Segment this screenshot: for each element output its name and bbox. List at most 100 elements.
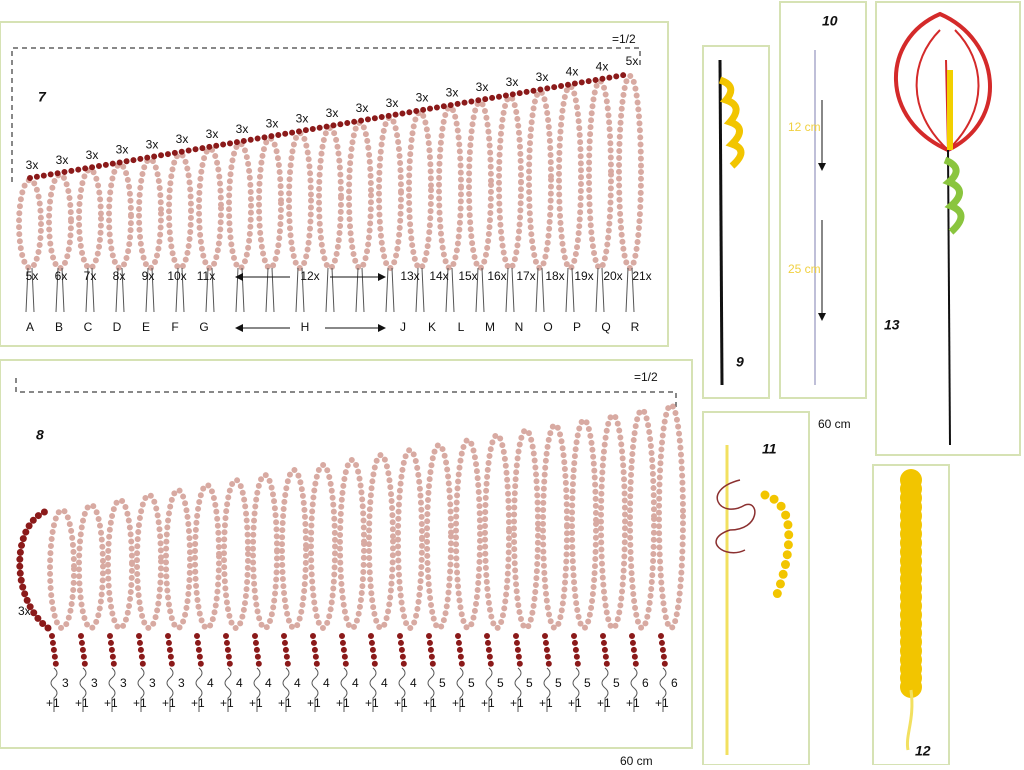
bead-loop — [47, 507, 77, 631]
wire-extra: +1 — [220, 696, 234, 710]
wire — [145, 267, 149, 313]
panel-11 — [702, 411, 810, 766]
dark-beads — [542, 633, 552, 668]
bottom-count: 20x — [603, 269, 622, 283]
wire-twist — [601, 667, 609, 712]
bottom-count: 12x — [300, 269, 319, 283]
dark-beads — [223, 633, 233, 668]
wire-extra: +1 — [423, 696, 437, 710]
wire-count: 5 — [497, 676, 504, 690]
wire — [355, 267, 359, 313]
bottom-count: 10x — [167, 269, 186, 283]
loop-letter: F — [171, 320, 178, 334]
bead-loop — [511, 427, 541, 631]
loop-count: 3x — [536, 70, 549, 84]
wire-count: 4 — [410, 676, 417, 690]
loop-count: 3x — [476, 80, 489, 94]
loop-letter: H — [301, 320, 310, 334]
dark-beads — [339, 633, 349, 668]
ribbon — [718, 76, 745, 169]
petal — [894, 11, 992, 153]
bead-loop — [406, 109, 434, 271]
length-label: 60 cm — [620, 754, 653, 765]
wire-extra: +1 — [133, 696, 147, 710]
wire — [451, 267, 455, 313]
dark-beads — [426, 633, 436, 668]
bottom-count: 14x — [429, 269, 448, 283]
wire-count: 4 — [236, 676, 243, 690]
bottom-count: 11x — [197, 269, 215, 283]
wire — [391, 267, 395, 313]
dark-beads — [513, 633, 523, 668]
bead-loop — [453, 437, 483, 631]
loop-letter: G — [199, 320, 208, 334]
wire-count: 6 — [671, 676, 678, 690]
wire — [265, 267, 269, 313]
wire-count: 5 — [584, 676, 591, 690]
wire-twist — [311, 667, 319, 712]
wire-count: 5 — [526, 676, 533, 690]
bead-loop — [221, 477, 251, 631]
wire — [505, 267, 509, 313]
bead-loop — [76, 166, 104, 272]
panel-10 — [779, 1, 867, 399]
wire-count: 4 — [294, 676, 301, 690]
wire-extra: +1 — [162, 696, 176, 710]
loop-count: 3x — [386, 96, 399, 110]
dark-beads — [165, 633, 175, 668]
bottom-count: 5x — [26, 269, 39, 283]
wire — [121, 267, 125, 313]
loop-letter: K — [428, 320, 436, 334]
dark-beads — [368, 633, 378, 668]
wire-twist — [398, 667, 406, 712]
bead-loop — [279, 467, 309, 631]
wire-count: 4 — [381, 676, 388, 690]
dark-beads — [600, 633, 610, 668]
wire — [151, 267, 155, 313]
wire — [205, 267, 209, 313]
loop-letter: O — [543, 320, 552, 334]
wire-count: 3 — [120, 676, 127, 690]
loop-count: 3x — [266, 117, 279, 131]
wire — [571, 267, 575, 313]
bead-loop — [627, 407, 657, 631]
wire-twist — [630, 667, 638, 712]
wire — [211, 267, 215, 313]
bead-loop — [337, 457, 367, 631]
wire-count: 6 — [642, 676, 649, 690]
bead-loop — [496, 93, 524, 271]
wire-count: 3 — [178, 676, 185, 690]
half-label: =1/2 — [612, 32, 636, 46]
bead-loop — [569, 417, 599, 631]
dark-beads — [455, 633, 465, 668]
dark-beads — [16, 506, 54, 632]
length-label: 25 cm — [788, 262, 821, 276]
loop-letter: B — [55, 320, 63, 334]
wire — [415, 267, 419, 313]
wire-count: 3 — [149, 676, 156, 690]
bead-loop — [616, 73, 644, 271]
loop-count: 3x — [416, 91, 429, 105]
wire-twist — [659, 667, 667, 712]
wire — [115, 267, 119, 313]
loop-count: 3x — [446, 85, 459, 99]
bead-loop — [424, 442, 454, 631]
dark-beads — [281, 633, 291, 668]
wire-twist — [485, 667, 493, 712]
wire-twist — [50, 667, 58, 712]
loop-letter: A — [26, 320, 34, 334]
loop-letter: C — [84, 320, 93, 334]
bead-loop — [316, 125, 344, 271]
wire-count: 5 — [439, 676, 446, 690]
wire-count: 4 — [207, 676, 214, 690]
wire — [301, 267, 305, 313]
loop-letter: E — [142, 320, 150, 334]
loop-count: 3x — [146, 137, 159, 151]
loop-count: 3x — [176, 132, 189, 146]
half-guide — [15, 378, 677, 408]
wire — [31, 267, 35, 313]
wire-extra: +1 — [597, 696, 611, 710]
wire-extra: +1 — [510, 696, 524, 710]
bead-loop — [395, 447, 425, 631]
